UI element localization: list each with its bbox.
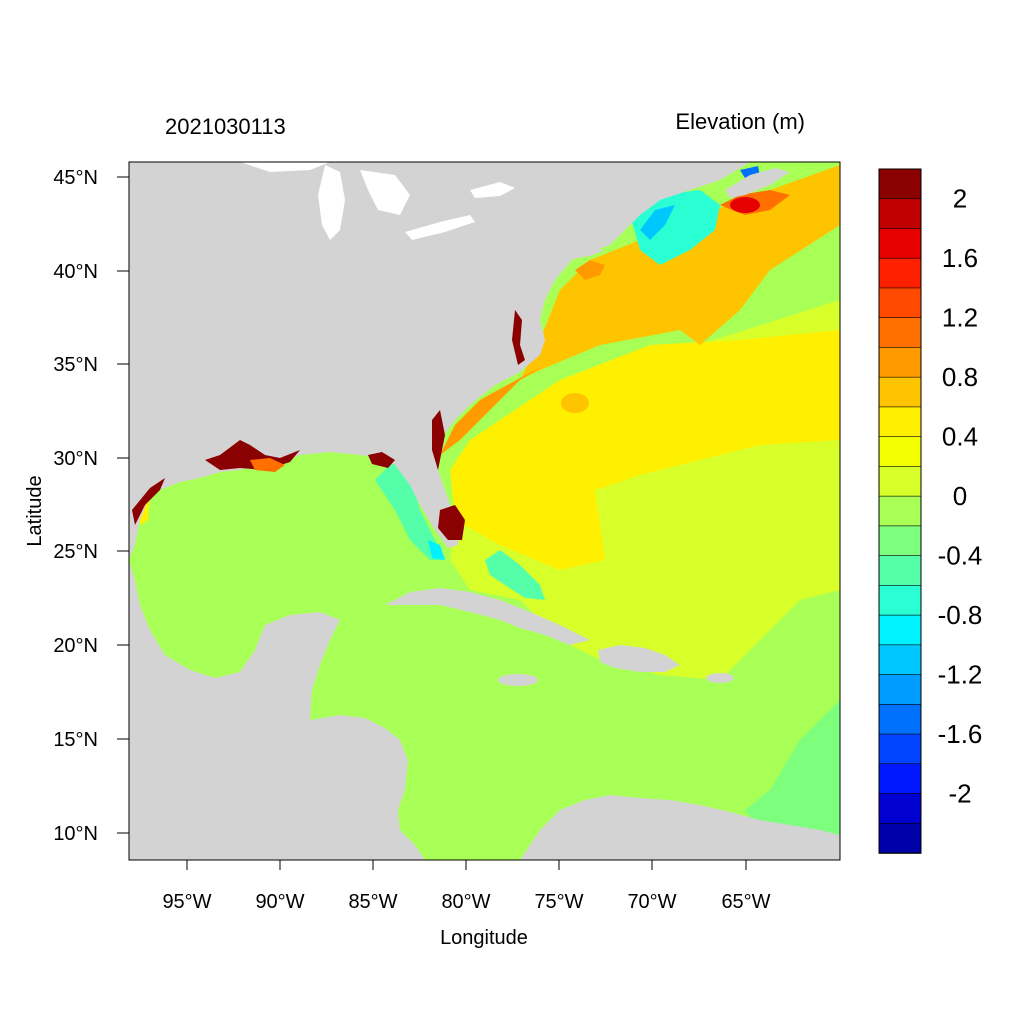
colorbar-swatch — [878, 733, 922, 765]
y-axis: 45°N 40°N 35°N 30°N 25°N 20°N 15°N 10°N … — [24, 167, 129, 845]
lake-ontario — [470, 182, 515, 198]
south-florida-flood-region — [438, 505, 465, 540]
colorbar-label: 2 — [953, 184, 967, 214]
y-tick-label: 20°N — [53, 635, 98, 657]
texas-flood-marks — [132, 478, 165, 525]
y-axis-label: Latitude — [24, 475, 46, 546]
colorbar-swatch — [878, 317, 922, 349]
puerto-rico-land — [706, 673, 734, 683]
atlantic-yellow-region — [450, 330, 840, 570]
colorbar-swatch — [878, 168, 922, 200]
gulf-of-maine-lightblue-region — [640, 205, 675, 240]
colorbar-swatch — [878, 287, 922, 319]
louisiana-orange-marks — [250, 458, 285, 472]
colorbar-swatch — [878, 822, 922, 854]
colorbar-swatch — [878, 674, 922, 706]
colorbar-swatch — [878, 614, 922, 646]
x-tick-label: 70°W — [627, 891, 676, 913]
colorbar-label: 0 — [953, 481, 967, 511]
x-axis: 95°W 90°W 85°W 80°W 75°W 70°W 65°W Longi… — [162, 860, 771, 949]
colorbar-swatch — [878, 763, 922, 795]
hispaniola-land — [598, 645, 680, 672]
x-tick-label: 75°W — [534, 891, 583, 913]
plot-frame — [128, 161, 841, 861]
x-tick-label: 80°W — [441, 891, 490, 913]
long-island-land — [560, 248, 605, 260]
colorbar-swatch — [878, 436, 922, 468]
jamaica-land — [498, 674, 538, 686]
big-bend-flood-marks — [368, 452, 395, 468]
y-tick-label: 25°N — [53, 541, 98, 563]
map-field — [129, 162, 840, 860]
colorbar-label: 1.6 — [942, 243, 978, 273]
colorbar-label: 1.2 — [942, 303, 978, 333]
plot-title-right: Elevation (m) — [675, 109, 805, 134]
coastal-darkorange-band — [440, 365, 545, 455]
nova-scotia-land — [725, 168, 790, 198]
colorbar-label: -2 — [948, 779, 971, 809]
colorbar-swatch — [878, 347, 922, 378]
colorbar-swatch — [878, 228, 922, 260]
colorbar-swatch — [878, 466, 922, 497]
x-axis-label: Longitude — [440, 927, 528, 949]
x-tick-label: 95°W — [162, 891, 211, 913]
colorbar-label: 0.8 — [942, 362, 978, 392]
colorbar-swatch — [878, 555, 922, 587]
lake-huron — [360, 170, 410, 215]
colorbar-swatch — [878, 198, 922, 230]
louisiana-orange-patch — [250, 458, 285, 472]
atlantic-orange-region — [440, 165, 840, 455]
colorbar-frame — [878, 168, 922, 854]
colorbar-swatch — [878, 644, 922, 676]
colorbar-swatch — [878, 257, 922, 289]
cuba-land — [385, 588, 590, 645]
colorbar-label: 0.4 — [942, 422, 978, 452]
colorbar-labels: 2 1.6 1.2 0.8 0.4 0 -0.4 -0.8 -1.2 -1.6 -2 — [938, 184, 983, 809]
chesapeake-flood-marks — [512, 310, 525, 365]
colorbar-swatch — [878, 376, 922, 408]
y-tick-label: 30°N — [53, 448, 98, 470]
florida-west-cyan-region — [375, 460, 445, 560]
great-lakes — [240, 162, 515, 240]
lake-erie — [405, 215, 475, 240]
x-tick-label: 90°W — [255, 891, 304, 913]
colorbar-label: -0.4 — [938, 541, 983, 571]
colorbar-label: -0.8 — [938, 600, 983, 630]
bahamas-cyan-ring — [485, 550, 545, 600]
colorbar-swatches — [878, 168, 922, 854]
bermuda-orange-patch — [561, 393, 589, 413]
gulf-of-maine-cyan-region — [630, 190, 720, 265]
x-tick-label: 85°W — [348, 891, 397, 913]
colorbar-swatch — [878, 585, 922, 616]
florida-bay-cyan-region — [428, 540, 445, 560]
mid-atlantic-orange-patch — [575, 260, 605, 280]
colorbar-swatch — [878, 495, 922, 527]
colorbar-swatch — [878, 406, 922, 438]
lake-superior — [240, 162, 330, 172]
lake-michigan — [318, 165, 345, 240]
colorbar-swatch — [878, 525, 922, 557]
colorbar-label: -1.2 — [938, 660, 983, 690]
y-tick-label: 40°N — [53, 261, 98, 283]
colorbar-swatch — [878, 703, 922, 735]
georgia-flood-marks — [432, 410, 445, 470]
nova-scotia-red-patch — [730, 197, 760, 213]
mexico-central-america-land — [129, 560, 425, 860]
caribbean-green-region — [745, 700, 840, 860]
south-america-land — [520, 795, 840, 860]
colorbar-label: -1.6 — [938, 719, 983, 749]
y-tick-label: 35°N — [53, 354, 98, 376]
plot-title-left: 2021030113 — [165, 114, 286, 139]
y-tick-label: 45°N — [53, 167, 98, 189]
x-tick-label: 65°W — [721, 891, 770, 913]
colorbar-swatch — [878, 793, 922, 825]
y-tick-label: 10°N — [53, 823, 98, 845]
y-tick-label: 15°N — [53, 729, 98, 751]
